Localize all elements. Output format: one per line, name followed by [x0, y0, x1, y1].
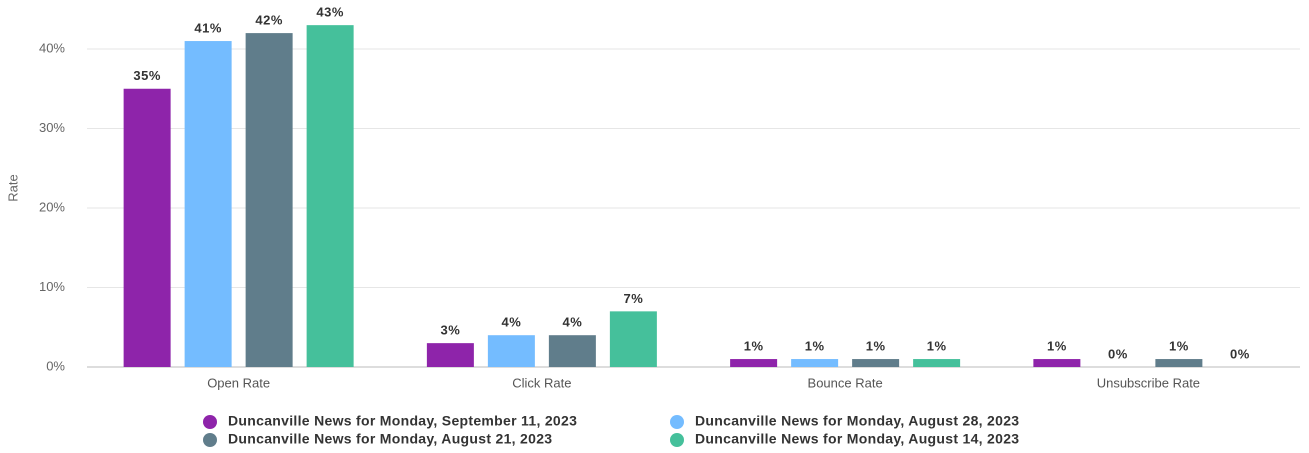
value-label: 1% [744, 338, 764, 353]
bar [123, 88, 171, 367]
legend-marker [670, 433, 684, 447]
x-tick-label: Unsubscribe Rate [1097, 375, 1200, 390]
bar [791, 359, 839, 367]
legend-marker [203, 433, 217, 447]
y-axis-label: Rate [5, 174, 20, 201]
y-tick-label: 0% [46, 358, 65, 373]
value-label: 1% [866, 338, 886, 353]
value-label: 41% [194, 20, 222, 35]
x-tick-label: Bounce Rate [808, 375, 883, 390]
value-label: 43% [316, 5, 344, 20]
value-label: 0% [1108, 346, 1128, 361]
x-tick-label: Click Rate [512, 375, 571, 390]
bar [245, 33, 293, 367]
bar [487, 335, 535, 367]
bar [184, 41, 232, 368]
value-label: 0% [1230, 346, 1250, 361]
value-label: 4% [501, 315, 521, 330]
bar [1033, 359, 1081, 367]
legend-label: Duncanville News for Monday, August 21, … [228, 431, 552, 447]
value-label: 3% [440, 323, 460, 338]
y-tick-label: 20% [39, 199, 65, 214]
legend-label: Duncanville News for Monday, August 14, … [695, 431, 1019, 447]
legend-marker [203, 415, 217, 429]
bar [852, 359, 900, 367]
value-label: 42% [255, 13, 283, 28]
bar [730, 359, 778, 367]
value-label: 1% [1169, 338, 1189, 353]
value-label: 35% [133, 68, 161, 83]
y-tick-label: 10% [39, 279, 65, 294]
legend-label: Duncanville News for Monday, August 28, … [695, 413, 1019, 429]
bar [1155, 359, 1203, 367]
y-tick-label: 30% [39, 120, 65, 135]
bar [426, 343, 474, 367]
value-label: 1% [1047, 338, 1067, 353]
value-label: 1% [805, 338, 825, 353]
x-tick-label: Open Rate [207, 375, 270, 390]
legend-marker [670, 415, 684, 429]
legend-label: Duncanville News for Monday, September 1… [228, 413, 577, 429]
bar [609, 311, 657, 367]
y-tick-label: 40% [39, 40, 65, 55]
bar [913, 359, 961, 367]
value-label: 4% [562, 315, 582, 330]
value-label: 1% [927, 338, 947, 353]
bar [306, 25, 354, 368]
bar [548, 335, 596, 367]
value-label: 7% [623, 291, 643, 306]
